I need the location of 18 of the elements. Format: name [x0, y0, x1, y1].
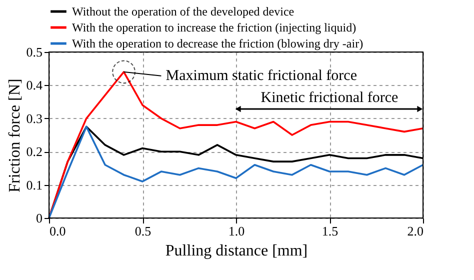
- legend-label: Without the operation of the developed device: [72, 4, 294, 18]
- x-tick-label: 1.5: [322, 224, 338, 238]
- y-tick-label: 0.4: [26, 78, 43, 93]
- x-axis-title: Pulling distance [mm]: [165, 242, 308, 260]
- x-tick-label: 2.0: [407, 224, 424, 238]
- x-tick-label: 0.5: [134, 224, 152, 238]
- annotation: Kinetic frictional force: [260, 90, 399, 106]
- legend-label: With the operation to decrease the friction (blowing dry -air): [72, 36, 364, 50]
- y-tick-label: 0: [36, 210, 42, 226]
- y-tick-label: 0.5: [26, 44, 42, 60]
- y-axis-title: Friction force [N]: [6, 78, 24, 192]
- y-tick-label: 0.2: [26, 144, 42, 160]
- y-tick-label: 0.3: [26, 110, 42, 126]
- y-tick-label: 0.1: [26, 177, 42, 192]
- x-tick-label: 0.0: [50, 224, 66, 238]
- legend-label: With the operation to increase the friction (injecting liquid): [72, 20, 356, 34]
- x-tick-label: 1.0: [228, 224, 245, 238]
- annotation: Maximum static frictional force: [166, 68, 358, 84]
